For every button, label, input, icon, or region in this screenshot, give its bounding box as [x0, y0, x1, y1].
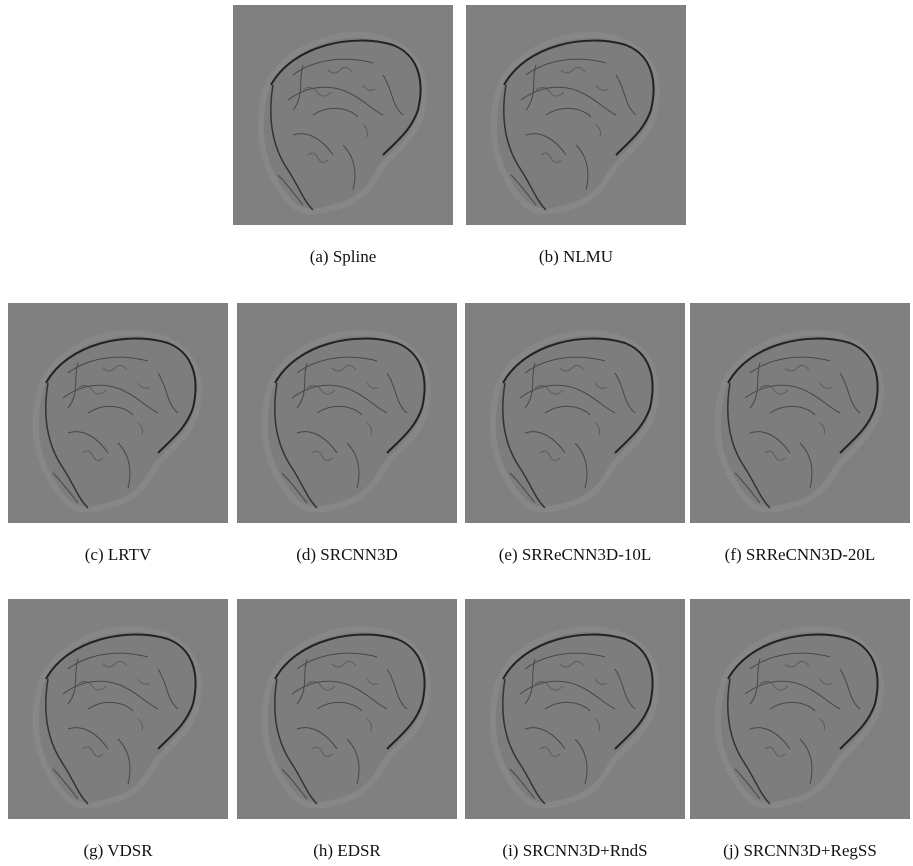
caption: (h) EDSR — [227, 841, 467, 861]
panel-image — [690, 599, 910, 819]
panel-image — [8, 599, 228, 819]
caption: (e) SRReCNN3D-10L — [455, 545, 695, 565]
caption: (a) Spline — [223, 247, 463, 267]
caption: (c) LRTV — [0, 545, 238, 565]
caption: (b) NLMU — [456, 247, 696, 267]
panel-image — [466, 5, 686, 225]
panel-image — [237, 303, 457, 523]
panel-image — [465, 303, 685, 523]
caption: (i) SRCNN3D+RndS — [455, 841, 695, 861]
figure: (a) Spline(b) NLMU (c) LRTV(d) SRCNN3D(e)… — [0, 0, 913, 866]
caption: (j) SRCNN3D+RegSS — [680, 841, 913, 861]
panel-image — [465, 599, 685, 819]
panel-image — [690, 303, 910, 523]
panel-image — [233, 5, 453, 225]
caption: (g) VDSR — [0, 841, 238, 861]
panel-image — [237, 599, 457, 819]
panel-image — [8, 303, 228, 523]
caption: (d) SRCNN3D — [227, 545, 467, 565]
caption: (f) SRReCNN3D-20L — [680, 545, 913, 565]
